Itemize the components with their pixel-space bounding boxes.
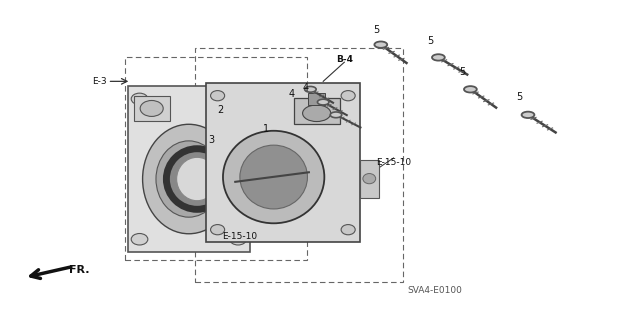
Ellipse shape xyxy=(330,112,342,118)
Ellipse shape xyxy=(211,91,225,101)
Bar xyxy=(125,57,307,260)
Ellipse shape xyxy=(131,93,148,105)
Text: 1: 1 xyxy=(262,124,269,134)
Bar xyxy=(294,98,340,124)
Text: B-4: B-4 xyxy=(336,55,353,63)
Ellipse shape xyxy=(341,91,355,101)
Text: 2: 2 xyxy=(218,105,224,115)
Ellipse shape xyxy=(341,225,355,235)
Bar xyxy=(128,86,250,252)
Text: 5: 5 xyxy=(373,25,380,35)
Bar xyxy=(308,93,325,105)
Ellipse shape xyxy=(143,124,235,234)
Ellipse shape xyxy=(303,105,331,122)
Bar xyxy=(134,96,170,121)
Bar xyxy=(195,48,403,282)
Ellipse shape xyxy=(522,112,534,118)
Ellipse shape xyxy=(166,149,228,209)
Text: E-3: E-3 xyxy=(92,77,106,86)
Ellipse shape xyxy=(432,54,445,61)
Text: E-15-10: E-15-10 xyxy=(376,158,411,167)
Text: 5: 5 xyxy=(516,92,523,102)
Ellipse shape xyxy=(317,99,329,105)
Text: 5: 5 xyxy=(459,67,465,77)
Ellipse shape xyxy=(177,157,218,201)
Text: SVA4-E0100: SVA4-E0100 xyxy=(408,286,463,295)
Ellipse shape xyxy=(131,234,148,245)
Ellipse shape xyxy=(230,234,246,245)
Text: 4: 4 xyxy=(288,89,294,99)
Ellipse shape xyxy=(374,41,387,48)
Ellipse shape xyxy=(305,86,316,92)
Ellipse shape xyxy=(211,225,225,235)
Ellipse shape xyxy=(363,174,376,184)
Text: E-15-10: E-15-10 xyxy=(223,232,257,241)
Ellipse shape xyxy=(464,86,477,93)
Ellipse shape xyxy=(240,145,307,209)
Bar xyxy=(360,160,379,198)
Text: 3: 3 xyxy=(208,135,214,145)
Ellipse shape xyxy=(230,93,246,105)
Text: 5: 5 xyxy=(427,36,433,47)
Text: 4: 4 xyxy=(302,83,308,93)
Bar xyxy=(206,83,360,242)
Text: FR.: FR. xyxy=(69,264,90,275)
Ellipse shape xyxy=(156,141,221,217)
Ellipse shape xyxy=(140,100,163,116)
Ellipse shape xyxy=(223,131,324,223)
